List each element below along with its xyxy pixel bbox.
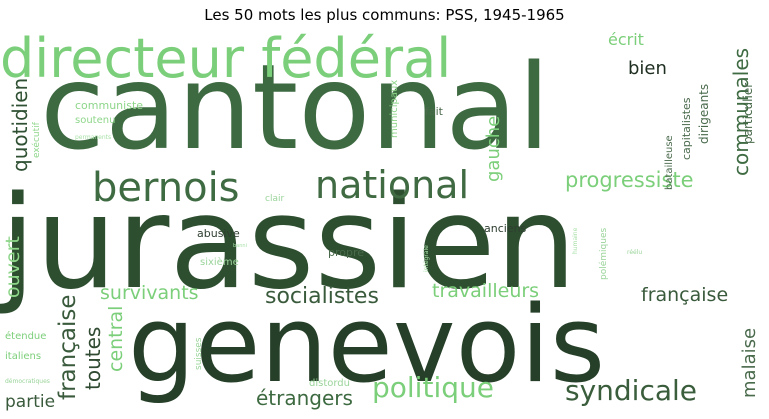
word-ouvert: ouvert xyxy=(2,236,24,298)
word-particulier: particulier xyxy=(741,82,755,144)
word-syndicale: syndicale xyxy=(565,374,698,407)
word-communiste: communiste xyxy=(75,99,144,112)
word-reelu: réélu xyxy=(627,249,643,256)
word-democratiques: démocratiques xyxy=(5,378,50,385)
word-italiens: italiens xyxy=(5,351,42,362)
word-suisses: suisses xyxy=(194,337,204,371)
word-travailleurs: travailleurs xyxy=(432,280,540,302)
word-anciens: anciens xyxy=(484,222,527,235)
word-partie: partie xyxy=(5,392,56,412)
word-polemiques: polémiques xyxy=(599,227,609,280)
word-directeur-federal: directeur fédéral xyxy=(0,30,452,90)
word-politique: politique xyxy=(372,371,494,404)
word-soutenu: soutenu xyxy=(75,115,116,126)
word-executif: exécutif xyxy=(32,122,42,158)
word-abusive: abusive xyxy=(197,227,240,240)
word-batailleuse: batailleuse xyxy=(664,135,675,190)
word-toutes: toutes xyxy=(81,326,105,390)
word-socialistes: socialistes xyxy=(265,284,379,309)
chart-title: Les 50 mots les plus communs: PSS, 1945-… xyxy=(204,6,565,24)
word-survivants: survivants xyxy=(100,282,199,304)
word-propre: propre xyxy=(328,246,365,259)
word-ecrit: écrit xyxy=(608,30,644,49)
word-clair: clair xyxy=(265,194,285,204)
word-national: national xyxy=(315,163,470,207)
word-fait: fait xyxy=(425,105,443,118)
word-jurassien: jurassien xyxy=(0,169,577,318)
word-sixieme: sixième xyxy=(200,257,239,268)
word-cloud: cantonal jurassien genevois directeur fé… xyxy=(0,30,769,419)
word-gauche: gauche xyxy=(483,115,504,182)
word-capitalistes: capitalistes xyxy=(680,97,693,160)
word-bernois: bernois xyxy=(92,165,240,211)
word-humaine: humaine xyxy=(572,227,579,254)
word-cantonal: cantonal xyxy=(40,38,551,176)
word-bien: bien xyxy=(628,58,667,79)
word-distordu: distordu xyxy=(309,378,350,389)
word-banni: banni xyxy=(233,243,247,249)
word-genevois: genevois xyxy=(128,283,606,406)
word-progressiste: progressiste xyxy=(565,168,694,192)
word-integrale: intégrale xyxy=(423,245,430,272)
word-etrangers: étrangers xyxy=(256,386,353,410)
word-permanents: permanents xyxy=(75,134,112,141)
word-malaise: malaise xyxy=(739,327,760,398)
word-francaise: française xyxy=(55,294,81,401)
word-dirigeants: dirigeants xyxy=(697,83,711,144)
word-municipaux: municipaux xyxy=(389,79,400,138)
word-etendue: étendue xyxy=(5,331,47,342)
word-central: central xyxy=(105,305,127,372)
word-quotidien: quotidien xyxy=(8,77,32,172)
word-ordinaire: française xyxy=(641,284,729,306)
